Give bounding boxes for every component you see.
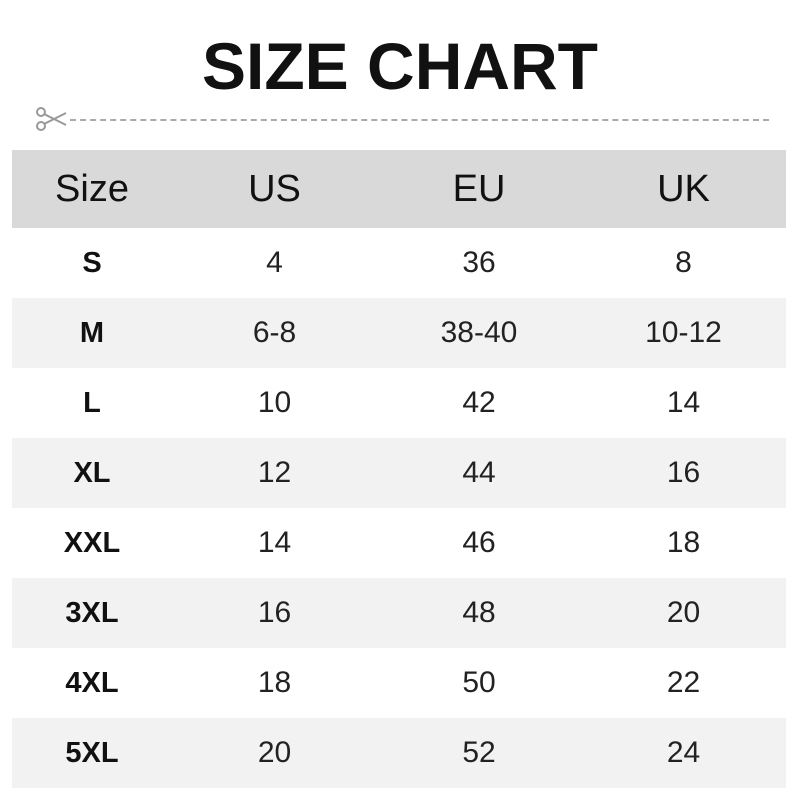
cell-size: S [82,246,102,279]
cell-eu: 42 [462,386,496,419]
cell-uk: 16 [581,438,786,508]
dashed-line [70,119,769,121]
cell-us: 10 [257,386,292,419]
table-row: 5XL 20 52 24 [12,718,786,788]
header-size: Size [12,150,172,228]
cell-eu: 36 [462,246,496,279]
table-row: XL 12 44 16 [12,438,786,508]
cell-us: 16 [172,578,377,648]
cell-size: 4XL [65,666,119,699]
cell-uk: 22 [666,666,701,699]
cell-us: 6-8 [172,298,377,368]
cell-size: M [12,298,172,368]
cell-eu: 46 [462,526,496,559]
table-row: 4XL 18 50 22 [12,648,786,718]
cell-uk: 18 [666,526,701,559]
cell-uk: 20 [581,578,786,648]
header-row: Size US EU UK [12,150,786,228]
table-row: XXL 14 46 18 [12,508,786,578]
size-table: Size US EU UK S 4 36 8 M 6-8 38-40 10-12 L 10 42 14… [12,150,786,788]
cell-uk: 8 [675,246,692,279]
page-title: SIZE CHART [202,29,598,103]
cell-eu: 50 [462,666,496,699]
header-eu: EU [377,150,581,228]
scissors-icon [36,107,67,131]
cell-size: XL [12,438,172,508]
table-row: M 6-8 38-40 10-12 [12,298,786,368]
cell-eu: 38-40 [377,298,581,368]
cell-uk: 10-12 [581,298,786,368]
header-uk: UK [581,150,786,228]
cell-eu: 48 [377,578,581,648]
table-row: S 4 36 8 [12,228,786,298]
cell-us: 18 [257,666,292,699]
cell-eu: 52 [377,718,581,788]
cell-uk: 24 [581,718,786,788]
cell-eu: 44 [377,438,581,508]
cell-us: 20 [172,718,377,788]
cell-uk: 14 [666,386,701,419]
cell-us: 4 [266,246,283,279]
header-us: US [172,150,377,228]
cell-size: 3XL [12,578,172,648]
cell-us: 14 [257,526,292,559]
cut-line [34,106,769,132]
cell-size: 5XL [12,718,172,788]
table-row: 3XL 16 48 20 [12,578,786,648]
cell-size: XXL [63,526,121,559]
cell-us: 12 [172,438,377,508]
cell-size: L [83,386,101,419]
table-row: L 10 42 14 [12,368,786,438]
